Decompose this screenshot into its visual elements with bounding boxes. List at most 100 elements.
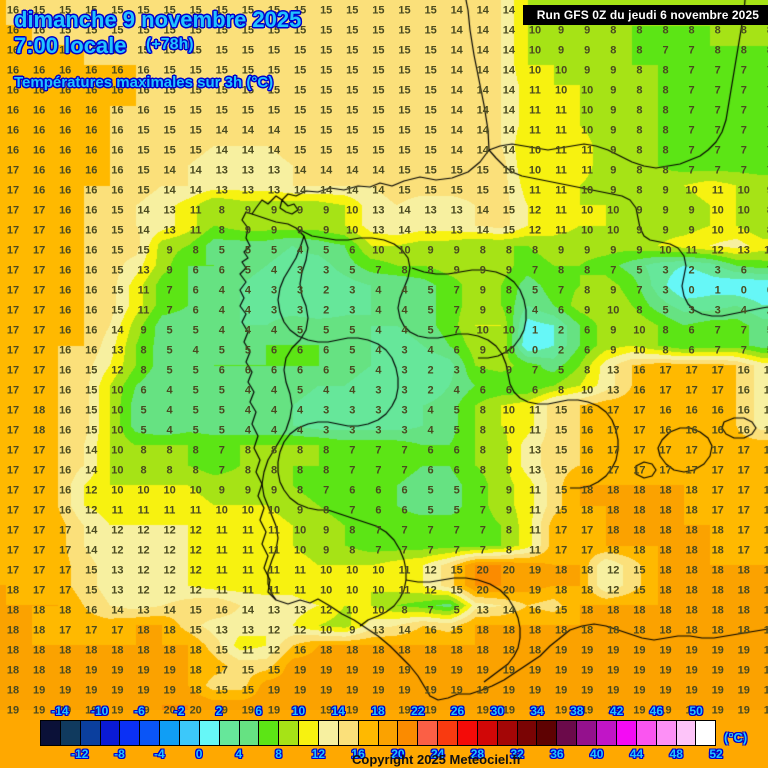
- grid-temperature-value: 14: [450, 104, 463, 117]
- grid-temperature-value: 9: [610, 164, 617, 177]
- grid-temperature-value: 11: [215, 524, 228, 537]
- grid-temperature-value: 6: [375, 484, 382, 497]
- grid-temperature-value: 19: [320, 684, 333, 697]
- grid-temperature-value: 15: [320, 24, 333, 37]
- grid-temperature-value: 8: [140, 344, 147, 357]
- grid-temperature-value: 11: [398, 564, 411, 577]
- legend-tick-bottom: 0: [195, 747, 203, 761]
- grid-temperature-value: 19: [476, 664, 489, 677]
- grid-temperature-value: 13: [267, 184, 281, 197]
- grid-temperature-value: 15: [111, 24, 124, 37]
- grid-temperature-value: 5: [767, 345, 768, 357]
- grid-temperature-value: 9: [166, 264, 173, 277]
- grid-temperature-value: 15: [163, 4, 176, 17]
- grid-temperature-value: 3: [714, 264, 721, 277]
- grid-temperature-value: 11: [242, 544, 254, 557]
- grid-temperature-value: 19: [320, 664, 333, 677]
- grid-temperature-value: 7: [349, 504, 356, 517]
- grid-temperature-value: 18: [189, 684, 202, 697]
- grid-temperature-value: 17: [32, 284, 46, 297]
- grid-temperature-value: 9: [558, 44, 565, 57]
- grid-temperature-value: 8: [479, 364, 486, 377]
- grid-temperature-value: 10: [372, 584, 385, 597]
- grid-temperature-value: 18: [502, 624, 516, 637]
- grid-temperature-value: 16: [59, 84, 72, 97]
- grid-temperature-value: 14: [267, 124, 281, 137]
- grid-temperature-value: 7: [688, 64, 695, 77]
- grid-temperature-value: 9: [244, 484, 251, 497]
- grid-temperature-value: 7: [453, 324, 460, 337]
- grid-temperature-value: 18: [763, 564, 768, 577]
- grid-temperature-value: 7: [740, 104, 747, 117]
- grid-temperature-value: 13: [372, 204, 385, 217]
- grid-temperature-value: 15: [189, 104, 202, 117]
- grid-temperature-value: 7: [479, 484, 486, 497]
- grid-temperature-value: 5: [453, 504, 460, 517]
- grid-temperature-value: 8: [636, 144, 643, 157]
- grid-temperature-value: 14: [163, 164, 176, 177]
- grid-temperature-value: 3: [375, 404, 382, 417]
- grid-temperature-value: 5: [218, 404, 225, 417]
- grid-temperature-value: 8: [297, 444, 304, 457]
- grid-temperature-value: 18: [737, 564, 750, 577]
- grid-temperature-value: 16: [85, 44, 98, 57]
- grid-temperature-value: 11: [764, 244, 768, 257]
- grid-temperature-value: 5: [427, 284, 434, 297]
- grid-temperature-value: 10: [528, 144, 542, 157]
- grid-temperature-value: 15: [398, 124, 411, 137]
- legend-tick-top: 2: [215, 704, 223, 718]
- grid-temperature-value: 6: [505, 384, 512, 397]
- grid-temperature-value: 15: [163, 124, 176, 137]
- grid-temperature-value: 7: [375, 544, 382, 557]
- grid-temperature-value: 9: [662, 204, 669, 217]
- grid-temperature-value: 13: [137, 604, 150, 617]
- grid-temperature-value: 13: [163, 224, 176, 237]
- grid-temperature-value: 12: [267, 644, 281, 657]
- grid-temperature-value: 19: [346, 684, 359, 697]
- grid-temperature-value: 15: [450, 564, 463, 577]
- grid-temperature-value: 9: [244, 224, 251, 237]
- grid-temperature-value: 6: [584, 324, 591, 337]
- grid-temperature-value: 19: [685, 704, 698, 717]
- grid-temperature-value: 5: [218, 424, 225, 437]
- grid-temperature-value: 15: [372, 84, 385, 97]
- grid-temperature-value: 17: [32, 484, 46, 497]
- grid-temperature-value: 7: [323, 484, 330, 497]
- grid-temperature-value: 7: [767, 85, 768, 97]
- legend-tick-bottom: 40: [590, 747, 604, 761]
- grid-temperature-value: 19: [763, 704, 768, 717]
- legend-tick-bottom: 36: [550, 747, 564, 761]
- grid-temperature-value: 4: [375, 284, 382, 297]
- grid-temperature-value: 4: [297, 424, 304, 437]
- grid-temperature-value: 3: [688, 304, 695, 317]
- grid-temperature-value: 8: [505, 244, 512, 257]
- grid-temperature-value: 14: [85, 524, 98, 537]
- grid-temperature-value: 17: [32, 364, 46, 377]
- grid-temperature-value: 7: [740, 324, 747, 337]
- grid-temperature-value: 6: [558, 304, 565, 317]
- grid-temperature-value: 16: [59, 344, 72, 357]
- grid-temperature-value: 16: [32, 164, 46, 177]
- grid-temperature-value: 11: [189, 504, 202, 517]
- grid-temperature-value: 15: [554, 424, 568, 437]
- grid-temperature-value: 12: [137, 564, 150, 577]
- grid-temperature-value: 14: [372, 164, 385, 177]
- grid-temperature-value: 19: [372, 684, 385, 697]
- grid-temperature-value: 18: [659, 484, 672, 497]
- grid-temperature-value: 17: [32, 524, 46, 537]
- grid-temperature-value: 17: [659, 384, 672, 397]
- grid-temperature-value: 19: [763, 684, 768, 697]
- grid-temperature-value: 7: [740, 344, 747, 357]
- grid-temperature-value: 12: [85, 484, 98, 497]
- grid-temperature-value: 5: [297, 384, 304, 397]
- grid-temperature-value: 18: [633, 624, 646, 637]
- grid-temperature-value: 17: [6, 344, 20, 357]
- grid-temperature-value: 8: [767, 25, 768, 37]
- grid-temperature-value: 18: [607, 484, 620, 497]
- grid-temperature-value: 18: [59, 644, 72, 657]
- grid-temperature-value: 2: [688, 264, 695, 277]
- grid-temperature-value: 18: [711, 584, 724, 597]
- grid-temperature-value: 7: [714, 144, 721, 157]
- grid-temperature-value: 17: [711, 444, 724, 457]
- grid-temperature-value: 16: [59, 364, 72, 377]
